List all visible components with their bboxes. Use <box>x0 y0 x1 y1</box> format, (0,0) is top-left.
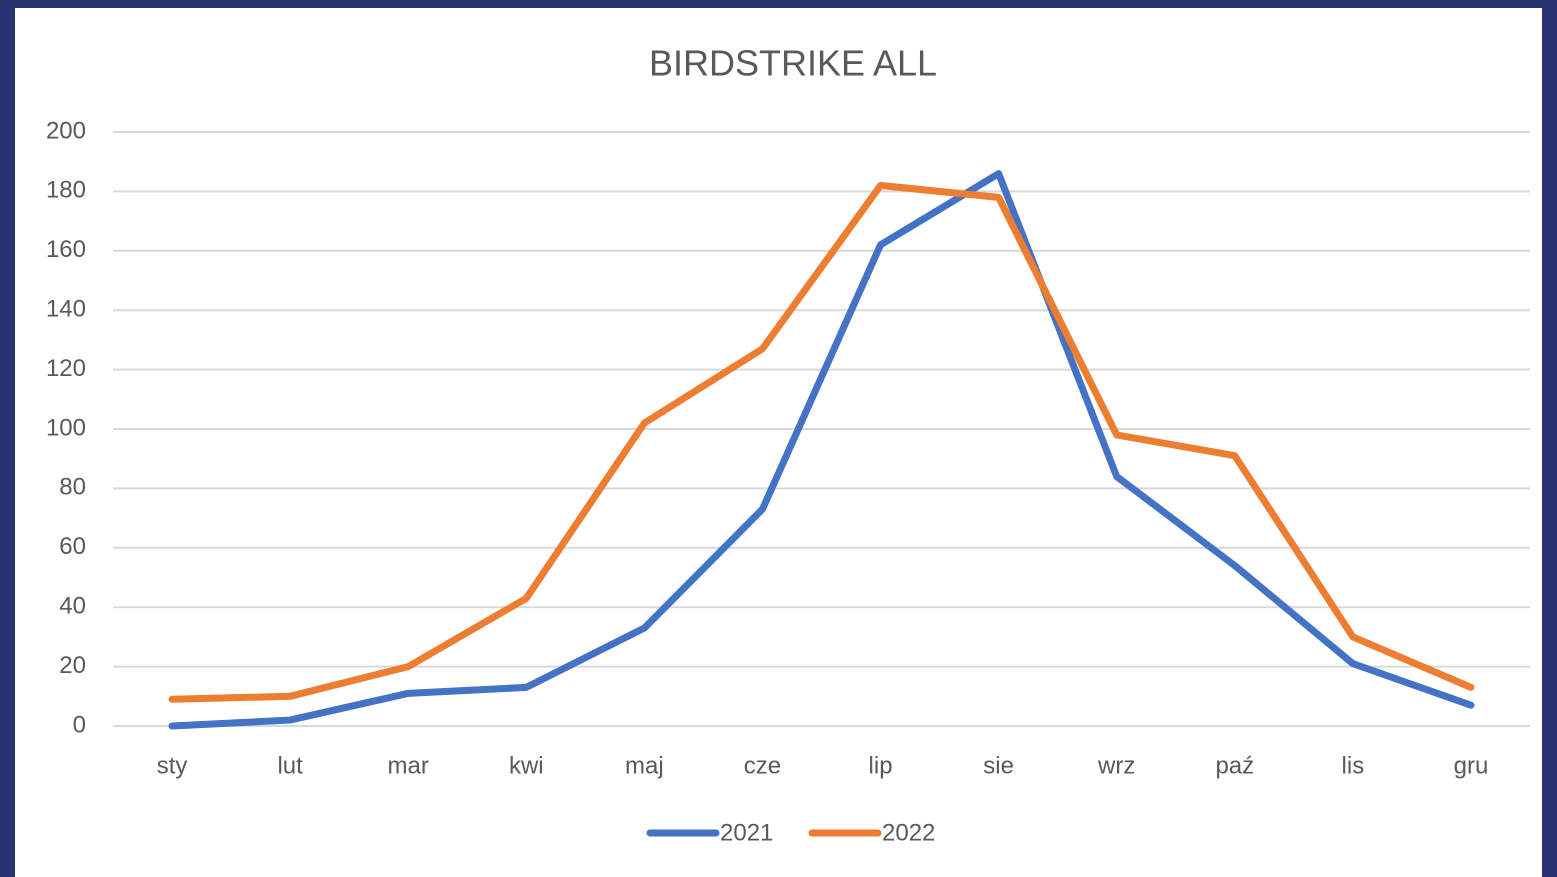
x-tick-label: maj <box>625 752 664 779</box>
y-tick-label: 40 <box>59 593 86 620</box>
x-tick-label: lip <box>869 752 893 779</box>
y-tick-label: 160 <box>46 236 86 263</box>
x-tick-label: wrz <box>1097 752 1135 779</box>
y-tick-label: 0 <box>73 711 86 738</box>
y-tick-label: 20 <box>59 652 86 679</box>
x-tick-label: paź <box>1215 752 1254 779</box>
x-tick-label: cze <box>744 752 781 779</box>
line-series <box>168 181 1475 703</box>
x-tick-label: gru <box>1454 752 1489 779</box>
y-tick-label: 100 <box>46 414 86 441</box>
x-tick-label: lut <box>277 752 303 779</box>
x-tick-label: mar <box>388 752 429 779</box>
chart-title: BIRDSTRIKE ALL <box>649 43 937 84</box>
y-tick-label: 80 <box>59 474 86 501</box>
x-tick-label: lis <box>1342 752 1365 779</box>
line-series <box>168 170 1475 730</box>
chart-area <box>15 8 1542 877</box>
x-tick-label: sty <box>157 752 188 779</box>
legend-label: 2022 <box>882 819 935 846</box>
y-tick-label: 180 <box>46 177 86 204</box>
y-tick-label: 60 <box>59 533 86 560</box>
y-tick-label: 200 <box>46 117 86 144</box>
x-tick-label: sie <box>983 752 1014 779</box>
y-tick-label: 140 <box>46 296 86 323</box>
x-tick-label: kwi <box>509 752 544 779</box>
legend-label: 2021 <box>720 819 773 846</box>
y-tick-label: 120 <box>46 355 86 382</box>
